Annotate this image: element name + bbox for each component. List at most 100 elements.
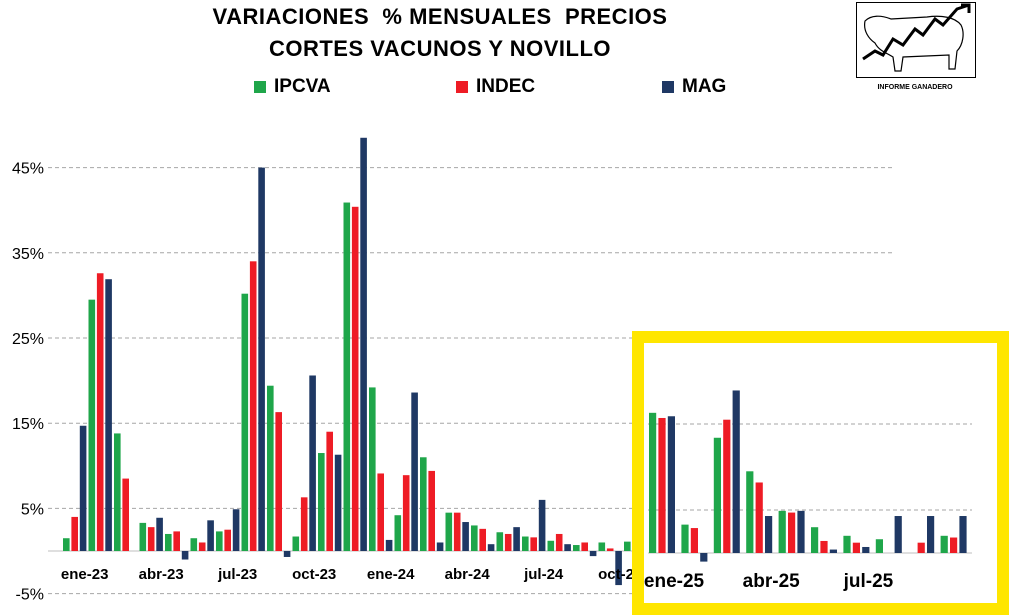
bar-mag-2024-06 — [513, 527, 520, 551]
inset-bar-ipcva-2025-10 — [940, 535, 948, 553]
inset-bar-indec-2025-10 — [950, 537, 958, 553]
highlight-box-frame — [632, 331, 1009, 615]
inset-bar-mag-2025-02 — [700, 553, 708, 562]
inset-bar-indec-2025-05 — [788, 512, 796, 553]
x-tick-label: ene-23 — [61, 566, 109, 583]
cattle-price-chart-logo-icon — [862, 3, 971, 72]
bar-indec-2023-06 — [198, 542, 206, 551]
x-tick-label: ene-24 — [367, 566, 415, 583]
inset-bar-ipcva-2025-07 — [843, 535, 851, 553]
bar-ipcva-2024-08 — [547, 540, 555, 551]
bar-indec-2024-04 — [453, 512, 461, 551]
inset-bar-ipcva-2025-03 — [713, 437, 721, 553]
bar-ipcva-2023-05 — [165, 533, 172, 551]
x-tick-label: oct-23 — [292, 566, 336, 583]
legend-label-mag: MAG — [682, 76, 727, 97]
legend-swatch-mag — [662, 81, 674, 93]
bar-indec-2023-12 — [351, 206, 359, 552]
x-tick-label: oct-24 — [598, 566, 643, 583]
y-tick-label: 5% — [21, 501, 44, 518]
bar-indec-2024-05 — [479, 528, 486, 551]
bar-mag-2024-04 — [462, 522, 469, 551]
bar-mag-2024-09 — [589, 551, 597, 557]
y-tick-label: 35% — [12, 246, 44, 263]
bar-indec-2023-05 — [173, 531, 180, 551]
inset-bar-mag-2025-05 — [797, 510, 805, 553]
bar-ipcva-2023-04 — [139, 522, 147, 551]
bar-ipcva-2023-09 — [267, 385, 274, 551]
inset-bar-indec-2025-01 — [658, 417, 666, 553]
inset-bar-indec-2025-07 — [852, 542, 860, 553]
bar-ipcva-2024-05 — [471, 525, 478, 551]
legend-swatch-ipcva — [254, 81, 266, 93]
bar-mag-2023-09 — [283, 551, 291, 557]
bar-mag-2024-07 — [538, 499, 546, 551]
bar-ipcva-2024-10 — [598, 542, 606, 551]
bar-indec-2024-03 — [428, 470, 435, 551]
bars-main — [63, 137, 648, 586]
bar-ipcva-2023-02 — [88, 299, 96, 551]
bar-ipcva-2023-11 — [318, 453, 325, 551]
legend-item-mag: MAG — [662, 76, 726, 98]
bar-indec-2023-04 — [147, 527, 155, 551]
bar-indec-2024-06 — [504, 533, 512, 551]
bar-ipcva-2024-03 — [420, 457, 427, 551]
chart-title-line2: CORTES VACUNOS Y NOVILLO — [268, 36, 612, 61]
bar-indec-2023-01 — [71, 516, 78, 551]
bar-indec-2023-09 — [275, 412, 282, 551]
bar-mag-2023-10 — [309, 375, 316, 551]
bar-mag-2023-01 — [79, 425, 87, 551]
bar-mag-2023-12 — [360, 137, 367, 551]
y-tick-label: 45% — [12, 161, 44, 178]
bar-ipcva-2023-06 — [190, 538, 198, 551]
inset-bar-ipcva-2025-01 — [649, 412, 657, 553]
y-axis-tick-labels: -5% 5% 15% 25% 35% 45% — [12, 161, 44, 604]
bar-ipcva-2024-01 — [369, 387, 376, 551]
bar-indec-2023-10 — [300, 497, 308, 551]
bar-indec-2023-07 — [224, 529, 231, 551]
bar-ipcva-2023-12 — [343, 202, 351, 552]
bar-ipcva-2023-01 — [63, 538, 70, 551]
inset-bar-indec-2025-03 — [723, 419, 731, 553]
bar-indec-2023-11 — [326, 431, 333, 551]
y-tick-label: -5% — [16, 587, 44, 604]
x-tick-label: jul-24 — [523, 566, 564, 583]
x-tick-label: jul-23 — [217, 566, 257, 583]
x-axis-tick-labels: ene-23 abr-23 jul-23 oct-23 ene-24 abr-24 jul-… — [61, 566, 643, 583]
bar-indec-2023-08 — [249, 261, 257, 551]
grid-lines — [48, 167, 892, 595]
inset-x-tick-label: abr-25 — [743, 571, 800, 592]
x-tick-label: abr-23 — [139, 566, 184, 583]
inset-bar-ipcva-2025-06 — [811, 527, 819, 553]
bar-mag-2024-01 — [385, 539, 393, 551]
bar-ipcva-2024-11 — [624, 541, 631, 551]
bar-mag-2024-05 — [487, 544, 495, 551]
bar-mag-2023-05 — [181, 551, 189, 560]
inset-bar-indec-2025-06 — [820, 540, 828, 553]
inset-bar-ipcva-2025-05 — [778, 510, 786, 553]
inset-x-tick-label: ene-25 — [644, 571, 705, 592]
inset-bar-mag-2025-08 — [894, 516, 902, 553]
highlight-inset-2025: ene-25 abr-25 jul-25 — [632, 331, 1009, 615]
bar-mag-2024-08 — [564, 544, 571, 551]
bar-ipcva-2024-06 — [496, 532, 504, 551]
bar-mag-2024-03 — [436, 542, 444, 551]
bar-mag-2023-02 — [105, 279, 112, 551]
bar-indec-2024-07 — [530, 537, 537, 551]
x-tick-label: abr-24 — [445, 566, 491, 583]
legend-swatch-indec — [456, 81, 468, 93]
inset-bar-mag-2025-03 — [732, 390, 740, 553]
bar-ipcva-2024-04 — [445, 512, 453, 551]
bar-indec-2024-08 — [555, 533, 563, 551]
bar-mag-2023-08 — [258, 167, 265, 551]
inset-bar-ipcva-2025-08 — [875, 539, 883, 553]
bar-ipcva-2023-10 — [292, 536, 300, 551]
inset-bar-ipcva-2025-04 — [746, 471, 754, 553]
bar-mag-2024-02 — [411, 392, 418, 551]
bar-mag-2023-06 — [207, 520, 214, 551]
bar-ipcva-2024-02 — [394, 515, 402, 551]
inset-bar-mag-2025-10 — [959, 516, 967, 553]
bar-indec-2024-01 — [377, 473, 384, 551]
inset-bar-indec-2025-04 — [755, 482, 763, 553]
